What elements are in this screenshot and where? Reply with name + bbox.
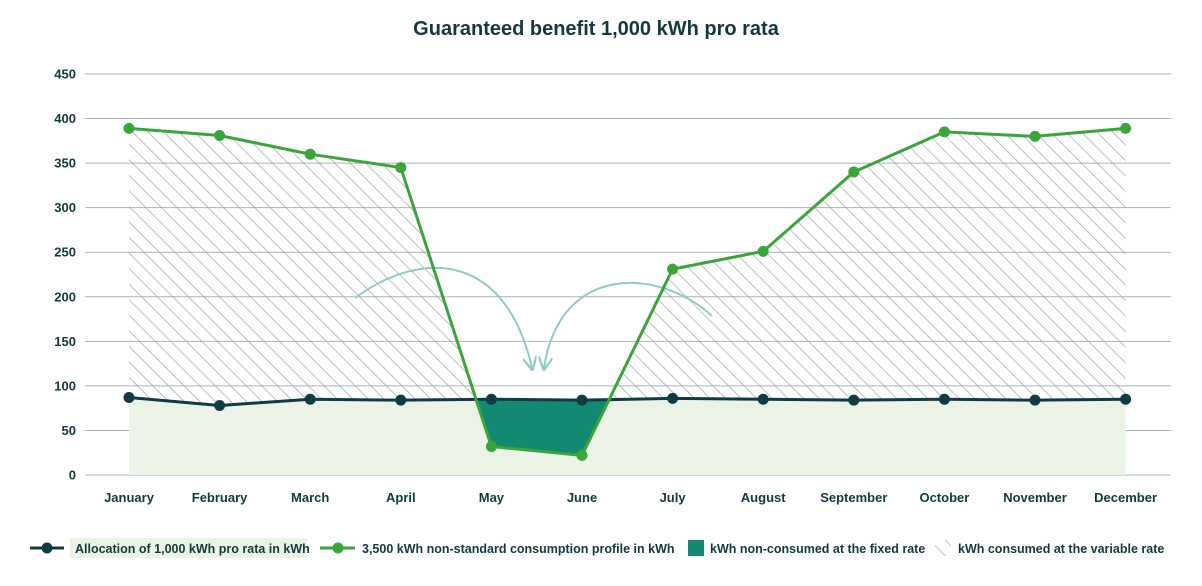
x-tick-label-march: March <box>291 490 329 505</box>
series-lines <box>123 122 1132 461</box>
series-line-consumption <box>128 126 1126 457</box>
legend-swatch-variable-rate <box>935 540 951 556</box>
y-tick-label-300: 300 <box>54 200 76 215</box>
consumption-point-january <box>123 122 135 134</box>
consumption-point-april <box>395 162 407 174</box>
y-tick-label-150: 150 <box>54 334 76 349</box>
consumption-point-may <box>485 440 497 452</box>
allocation-point-december <box>1120 393 1132 405</box>
legend-label-non-consumed: kWh non-consumed at the fixed rate <box>710 542 925 556</box>
legend: Allocation of 1,000 kWh pro rata in kWh … <box>30 538 1164 558</box>
x-tick-label-april: April <box>386 490 416 505</box>
y-tick-label-100: 100 <box>54 378 76 393</box>
legend-item-non-consumed: kWh non-consumed at the fixed rate <box>688 540 925 556</box>
legend-item-consumption: 3,500 kWh non-standard consumption profi… <box>320 542 675 556</box>
annotations <box>354 267 713 368</box>
y-tick-label-0: 0 <box>69 468 76 483</box>
consumption-point-november <box>1029 130 1041 142</box>
consumption-point-february <box>214 129 226 141</box>
allocation-point-september <box>848 394 860 406</box>
allocation-area <box>129 397 1126 475</box>
allocation-point-july <box>667 392 679 404</box>
axis-labels: 0 50 100 150 200 250 300 350 400 450 January Februa… <box>54 67 1157 506</box>
legend-label-consumption: 3,500 kWh non-standard consumption profi… <box>362 542 675 556</box>
legend-label-variable-rate: kWh consumed at the variable rate <box>958 542 1164 556</box>
arrow-left <box>354 267 532 368</box>
consumption-point-june <box>576 449 588 461</box>
x-tick-label-june: June <box>567 490 597 505</box>
allocation-point-november <box>1029 394 1041 406</box>
legend-item-allocation: Allocation of 1,000 kWh pro rata in kWh <box>30 538 310 558</box>
allocation-point-june <box>576 394 588 406</box>
consumption-point-september <box>848 166 860 178</box>
series-line-allocation <box>128 395 1126 407</box>
non-consumed-area-1 <box>476 399 610 456</box>
allocation-point-march <box>304 393 316 405</box>
y-tick-label-250: 250 <box>54 245 76 260</box>
consumption-point-march <box>304 148 316 160</box>
chart-title: Guaranteed benefit 1,000 kWh pro rata <box>413 18 780 40</box>
legend-swatch-allocation-marker <box>41 542 53 554</box>
consumption-point-december <box>1120 122 1132 134</box>
allocation-point-may <box>485 393 497 405</box>
legend-highlight-allocation <box>70 538 307 558</box>
allocation-point-august <box>757 393 769 405</box>
area-fills <box>129 128 1126 475</box>
legend-label-allocation: Allocation of 1,000 kWh pro rata in kWh <box>75 542 310 556</box>
y-tick-label-50: 50 <box>62 423 76 438</box>
x-tick-label-november: November <box>1003 490 1067 505</box>
y-tick-label-200: 200 <box>54 289 76 304</box>
y-tick-label-350: 350 <box>54 156 76 171</box>
consumption-point-august <box>757 245 769 257</box>
x-tick-label-july: July <box>660 490 687 505</box>
variable-rate-area-2 <box>609 128 1126 401</box>
allocation-point-october <box>938 393 950 405</box>
x-tick-label-may: May <box>479 490 505 505</box>
consumption-point-july <box>667 263 679 275</box>
x-tick-label-august: August <box>741 490 786 505</box>
x-tick-label-september: September <box>820 490 887 505</box>
y-tick-label-450: 450 <box>54 67 76 82</box>
arrow-right <box>544 281 713 368</box>
legend-swatch-non-consumed <box>688 540 704 556</box>
x-tick-label-february: February <box>192 490 248 505</box>
x-tick-label-january: January <box>104 490 155 505</box>
y-tick-label-400: 400 <box>54 111 76 126</box>
variable-rate-area-0 <box>129 128 477 406</box>
legend-item-variable-rate: kWh consumed at the variable rate <box>935 540 1164 556</box>
x-tick-label-december: December <box>1094 490 1157 505</box>
allocation-point-january <box>123 391 135 403</box>
allocation-point-april <box>395 394 407 406</box>
consumption-point-october <box>938 126 950 138</box>
legend-swatch-consumption-marker <box>332 542 344 554</box>
x-tick-label-october: October <box>919 490 969 505</box>
allocation-point-february <box>214 399 226 411</box>
